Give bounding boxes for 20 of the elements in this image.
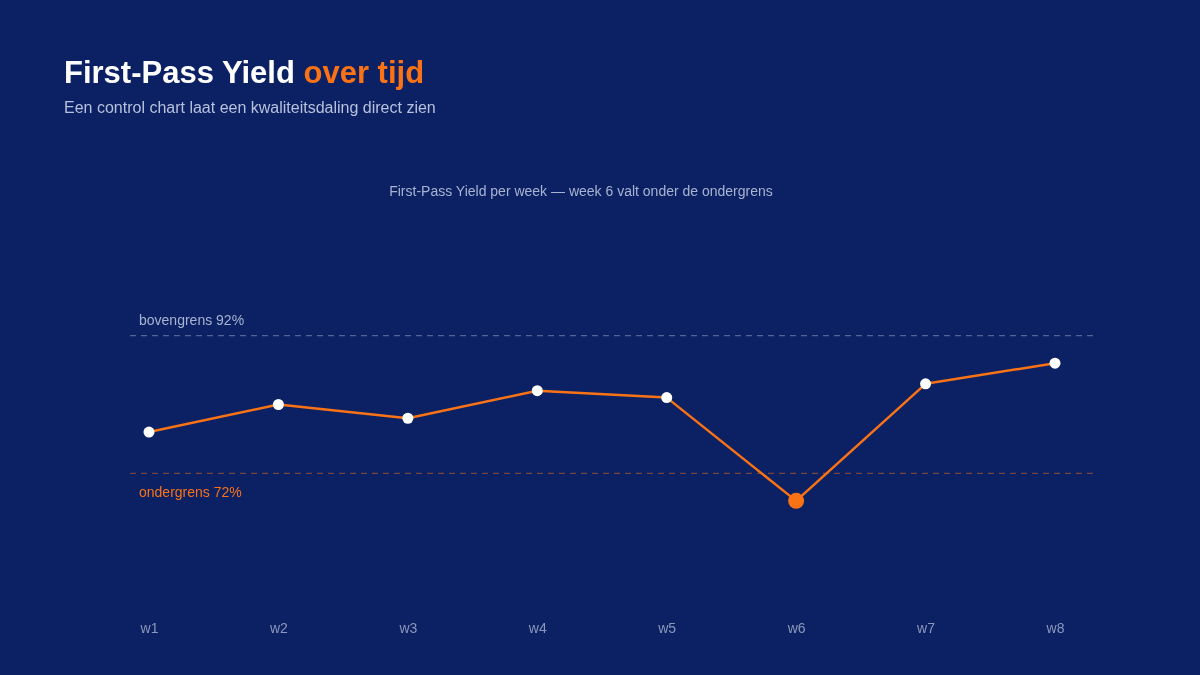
point	[402, 412, 414, 424]
x-tick-label: w2	[268, 619, 289, 636]
point	[143, 426, 155, 438]
point	[531, 385, 543, 397]
ref-line-label: ondergrens 72%	[139, 484, 242, 501]
x-tick-label: w4	[527, 619, 547, 636]
point	[1049, 357, 1061, 369]
x-tick-label: w1	[139, 619, 159, 636]
text: First-Pass Yield per week — week 6 valt onder de ondergrens	[389, 183, 773, 199]
point	[661, 392, 673, 404]
x-tick-label: w8	[1045, 619, 1065, 636]
chart-subtitle: Een control chart laat een kwaliteitsdaling direct zien	[64, 99, 436, 116]
x-tick-label: w7	[916, 619, 936, 636]
x-tick-label: w5	[657, 619, 677, 636]
point	[272, 398, 284, 410]
x-tick-label: w3	[398, 619, 418, 636]
ref-line-label: bovengrens 92%	[139, 311, 245, 328]
x-tick-label: w6	[786, 619, 806, 636]
point	[920, 378, 932, 390]
chart-title: First-Pass Yield over tijd	[64, 55, 425, 90]
